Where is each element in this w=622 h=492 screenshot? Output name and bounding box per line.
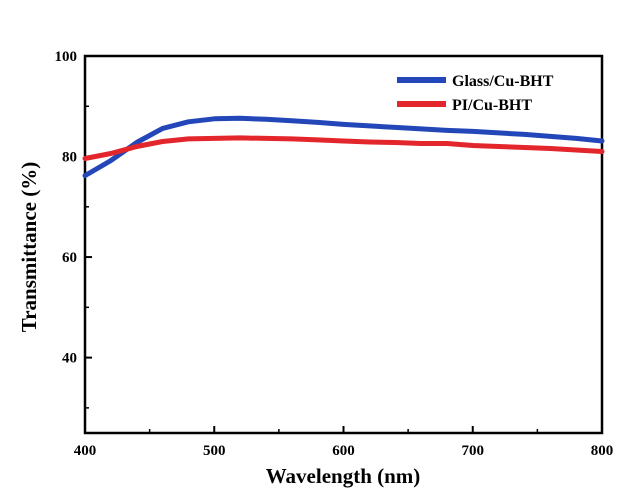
- legend: Glass/Cu-BHT PI/Cu-BHT: [397, 73, 554, 114]
- y-tick-label: 60: [62, 250, 77, 266]
- plot-area: 400 500 600 700 800 40 60 80 100: [55, 49, 614, 459]
- series-layer: [82, 115, 605, 179]
- x-axis-ticks: 400 500 600 700 800: [74, 426, 614, 459]
- series-line-pi-cu-bht: [82, 135, 605, 161]
- y-tick-label: 100: [55, 49, 78, 65]
- x-tick-label: 700: [462, 443, 485, 459]
- legend-label: Glass/Cu-BHT: [452, 73, 554, 90]
- x-tick-label: 500: [203, 443, 226, 459]
- y-tick-label: 40: [62, 351, 77, 367]
- series-line-glass-cu-bht: [82, 115, 605, 179]
- x-axis-title: Wavelength (nm): [266, 464, 421, 488]
- y-axis-ticks: 40 60 80 100: [55, 49, 92, 409]
- x-tick-label: 600: [332, 443, 355, 459]
- x-tick-label: 800: [591, 443, 614, 459]
- y-tick-label: 80: [62, 150, 77, 166]
- x-tick-label: 400: [74, 443, 97, 459]
- y-axis-title: Transmittance (%): [17, 162, 41, 333]
- legend-label: PI/Cu-BHT: [452, 97, 532, 114]
